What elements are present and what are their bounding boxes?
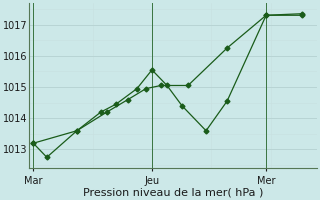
X-axis label: Pression niveau de la mer( hPa ): Pression niveau de la mer( hPa ) [83,187,263,197]
